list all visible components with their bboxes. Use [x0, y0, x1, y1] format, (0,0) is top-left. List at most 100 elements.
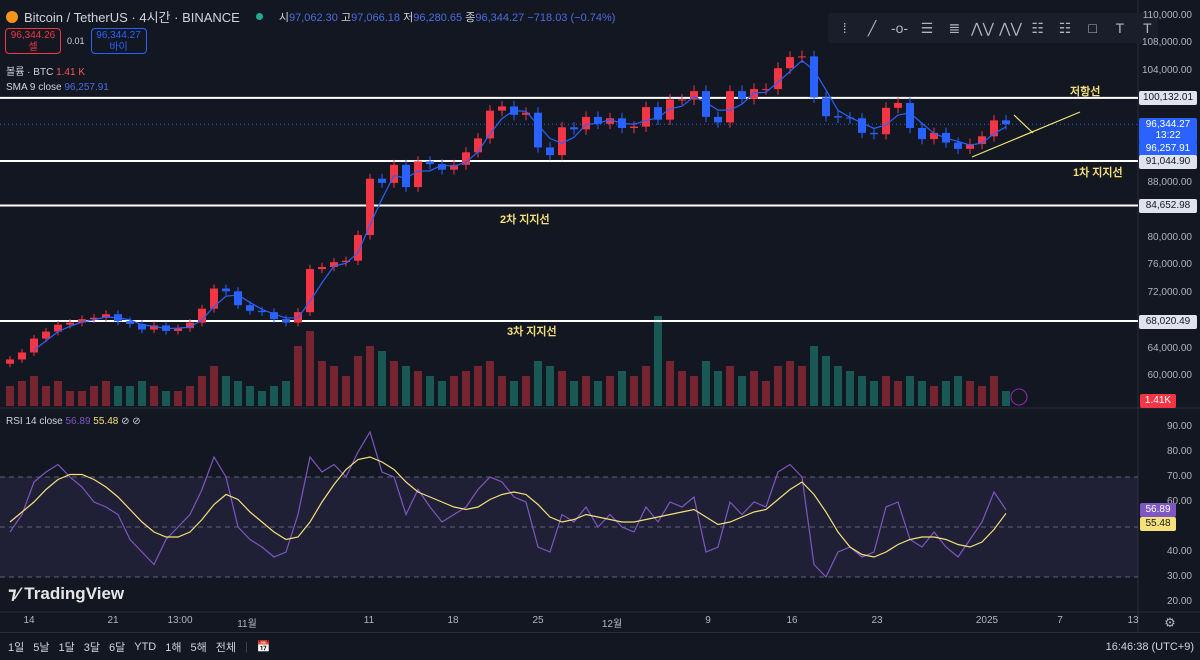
volume-bar [750, 371, 758, 406]
support3-annotation[interactable]: 3차 지지선 [507, 326, 557, 338]
volume-bar [510, 381, 518, 406]
parallel-channel-icon[interactable]: ☰ [920, 19, 934, 36]
rsi-tick: 40.00 [1166, 546, 1192, 557]
price-tick: 110,000.00 [1142, 10, 1192, 21]
sma-price-label: 96,257.91 [1139, 142, 1197, 156]
range-5y[interactable]: 5해 [190, 641, 207, 654]
volume-bar [522, 376, 530, 406]
candle [390, 164, 398, 183]
resistance-annotation[interactable]: 저항선 [1070, 86, 1101, 98]
range-1d[interactable]: 1일 [8, 641, 25, 654]
candle [138, 323, 146, 330]
volume-bar [90, 386, 98, 406]
anchored-text-icon[interactable]: T [1143, 20, 1152, 36]
candle [750, 89, 758, 99]
go-to-date-icon[interactable]: 📅 [256, 641, 271, 653]
trend-line-icon[interactable]: ╱ [867, 19, 877, 36]
support2-price-label: 84,652.98 [1139, 199, 1197, 213]
volume-bar [702, 361, 710, 406]
support2-annotation[interactable]: 2차 지지선 [500, 214, 550, 226]
volume-bar [174, 391, 182, 406]
rsi-price-label: 56.89 [1140, 503, 1176, 517]
range-1m[interactable]: 1달 [58, 641, 75, 654]
volume-price-label: 1.41K [1140, 394, 1176, 408]
support1-annotation[interactable]: 1차 지지선 [1073, 167, 1123, 179]
volume-bar [318, 361, 326, 406]
candle [450, 164, 458, 170]
volume-bar [786, 361, 794, 406]
sma-legend[interactable]: SMA 9 close 96,257.91 [6, 82, 109, 93]
range-ytd[interactable]: YTD [134, 640, 157, 653]
price-tick: 88,000.00 [1147, 177, 1193, 188]
rsi-legend[interactable]: RSI 14 close 56.89 55.48 ⊘ ⊘ [6, 416, 141, 427]
time-tick: 14 [23, 615, 35, 626]
candle [954, 142, 962, 149]
volume-bar [762, 381, 770, 406]
settings-icon[interactable]: ⚙ [1164, 615, 1176, 630]
drag-handle-icon[interactable]: ⁞ [842, 20, 847, 36]
hide-icon[interactable]: ⊘ [121, 416, 130, 427]
candle [990, 120, 998, 137]
change-value: −718.03 (−0.74%) [527, 11, 616, 24]
volume-bar [582, 376, 590, 406]
volume-bar [678, 371, 686, 406]
range-1y[interactable]: 1해 [165, 641, 182, 654]
xabcd-pattern-icon[interactable]: ⋀⋁ [971, 19, 994, 36]
candle [474, 138, 482, 153]
volume-bar [162, 391, 170, 406]
volume-bar [126, 386, 134, 406]
volume-bar [534, 361, 542, 406]
range-3m[interactable]: 3달 [83, 641, 100, 654]
candle [6, 359, 14, 364]
long-position-icon[interactable]: ☷ [1031, 19, 1045, 36]
volume-bar [378, 351, 386, 406]
price-tick: 64,000.00 [1147, 343, 1193, 354]
fib-retracement-icon[interactable]: ≣ [948, 19, 961, 36]
volume-legend[interactable]: 볼륨 · BTC 1.41 K [6, 63, 85, 78]
lightning-icon [1010, 388, 1028, 406]
rectangle-icon[interactable]: □ [1088, 20, 1097, 36]
volume-bar [894, 381, 902, 406]
drawing-toolbar: ⁞ ╱ -o- ☰ ≣ ⋀⋁ ⋀⋁ ☷ ☷ □ T T [828, 13, 1158, 43]
time-tick: 9 [705, 615, 711, 626]
symbol-title[interactable]: Bitcoin / TetherUS · 4시간 · BINANCE [24, 10, 240, 25]
buy-button[interactable]: 96,344.27 바이 [90, 28, 147, 54]
price-chart[interactable] [0, 0, 1200, 632]
hide-icon[interactable]: ⊘ [132, 416, 141, 427]
candle [978, 136, 986, 144]
rsi-tick: 70.00 [1166, 471, 1192, 482]
volume-label: 볼륨 · BTC [6, 67, 54, 78]
volume-bar [474, 366, 482, 406]
volume-bar [954, 376, 962, 406]
range-6m[interactable]: 6달 [109, 641, 126, 654]
clock[interactable]: 16:46:38 (UTC+9) [1105, 640, 1194, 653]
candle [534, 112, 542, 148]
horizontal-ray-icon[interactable]: -o- [890, 20, 909, 36]
volume-bar [402, 366, 410, 406]
trendline [1013, 114, 1034, 134]
candle [762, 89, 770, 91]
range-all[interactable]: 전체 [215, 641, 236, 654]
candle [462, 152, 470, 165]
low-value: 96,280.65 [413, 11, 463, 24]
volume-bar [354, 356, 362, 406]
tradingview-logo[interactable]: ⁊⁄ TradingView [8, 584, 124, 604]
text-icon[interactable]: T [1115, 20, 1125, 36]
buy-price: 96,344.27 [96, 30, 141, 41]
volume-bar [210, 366, 218, 406]
sell-button[interactable]: 96,344.26 셀 [5, 28, 61, 54]
candle [882, 107, 890, 135]
volume-bar [822, 356, 830, 406]
candle [102, 314, 110, 318]
volume-bar [654, 316, 662, 406]
range-5d[interactable]: 5날 [33, 641, 50, 654]
candle [270, 312, 278, 320]
candle [354, 235, 362, 261]
volume-bar [798, 366, 806, 406]
volume-bar [294, 346, 302, 406]
volume-bar [54, 381, 62, 406]
volume-bar [138, 381, 146, 406]
candle [714, 116, 722, 123]
short-position-icon[interactable]: ☷ [1058, 19, 1072, 36]
abcd-pattern-icon[interactable]: ⋀⋁ [999, 19, 1022, 36]
